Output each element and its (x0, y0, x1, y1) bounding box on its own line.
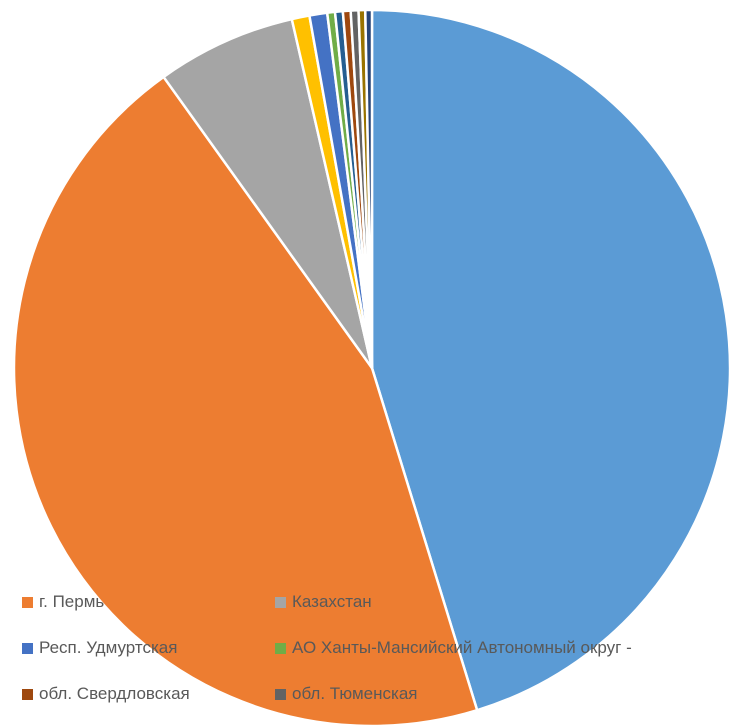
pie-slice-2 (162, 17, 374, 370)
pie-slice-1 (12, 75, 479, 725)
pie-slices (12, 8, 731, 725)
pie-slice-0 (370, 8, 731, 712)
pie-slice-10 (364, 8, 374, 370)
